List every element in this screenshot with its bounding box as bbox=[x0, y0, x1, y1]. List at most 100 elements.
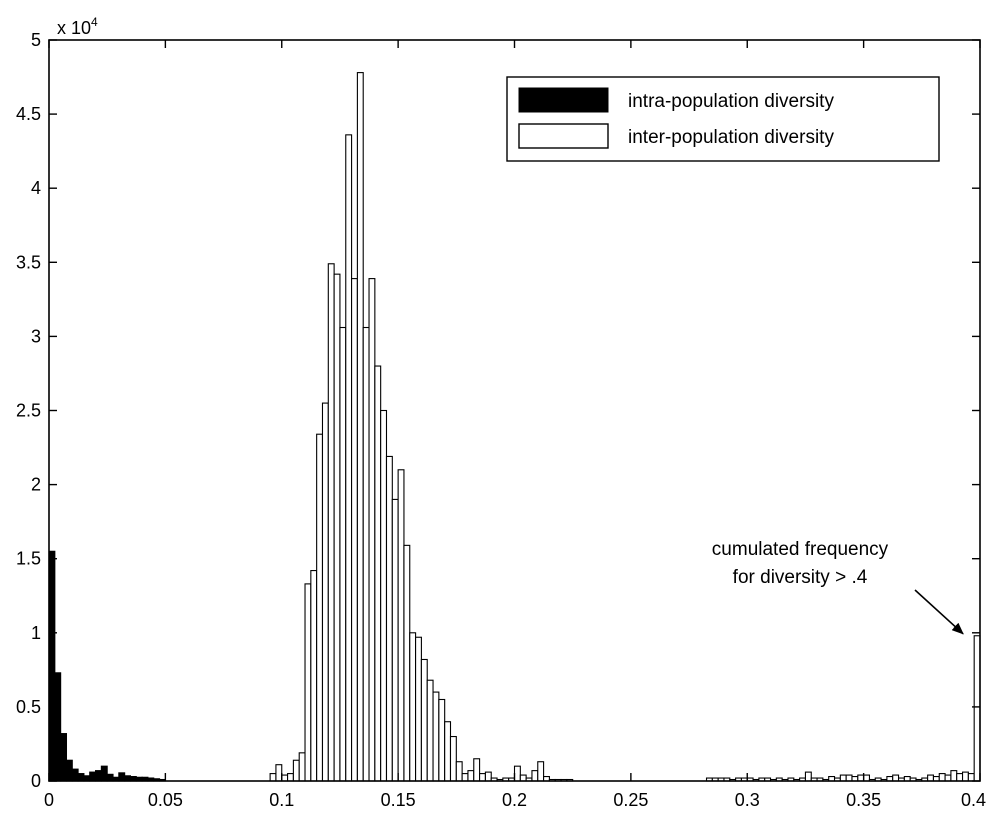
inter-bar-69 bbox=[804, 771, 812, 782]
intra-bar-12 bbox=[118, 772, 126, 782]
legend: intra-population diversity inter-populat… bbox=[506, 76, 940, 162]
x-tick-label: 0.25 bbox=[613, 790, 648, 810]
y-tick-label: 0.5 bbox=[16, 697, 41, 717]
inter-bar-27 bbox=[426, 679, 434, 782]
annotation-arrow bbox=[914, 589, 964, 635]
inter-bar-15 bbox=[356, 72, 364, 782]
inter-bar-45 bbox=[531, 770, 539, 782]
inter-bar-16 bbox=[362, 326, 370, 782]
intra-bar-8 bbox=[95, 770, 102, 782]
inter-bar-36 bbox=[479, 773, 486, 782]
y-multiplier-label: x 104 bbox=[57, 15, 98, 38]
inter-bar-3 bbox=[287, 773, 294, 782]
y-axis: 0 0.5 1 1.5 2 2.5 3 3.5 4 4.5 5 bbox=[16, 30, 980, 791]
inter-bar-31 bbox=[449, 735, 457, 782]
intra-bar-0 bbox=[48, 550, 56, 782]
inter-bar-98 bbox=[973, 635, 981, 782]
legend-swatch-inter bbox=[518, 123, 609, 149]
inter-bar-43 bbox=[519, 774, 527, 782]
intra-bar-3 bbox=[65, 759, 73, 782]
inter-bar-97 bbox=[967, 773, 975, 782]
inter-bar-33 bbox=[461, 773, 469, 782]
x-tick-label: 0.15 bbox=[381, 790, 416, 810]
y-tick-label: 1 bbox=[31, 623, 41, 643]
inter-bar-13 bbox=[345, 134, 353, 782]
inter-bar-1 bbox=[275, 764, 283, 782]
intra-bar-5 bbox=[77, 773, 85, 782]
inter-bar-23 bbox=[403, 544, 411, 782]
inter-bar-34 bbox=[467, 770, 475, 782]
y-tick-label: 4.5 bbox=[16, 104, 41, 124]
x-axis: 0 0.05 0.1 0.15 0.2 0.25 0.3 0.35 0.4 bbox=[44, 40, 986, 810]
inter-bar-9 bbox=[321, 402, 329, 782]
inter-bar-17 bbox=[368, 278, 376, 782]
inter-bar-20 bbox=[385, 455, 393, 782]
x-tick-label: 0.05 bbox=[148, 790, 183, 810]
y-tick-label: 2.5 bbox=[16, 401, 41, 421]
inter-bar-26 bbox=[420, 658, 428, 782]
annotation: cumulated frequency for diversity > .4 bbox=[712, 539, 964, 635]
inter-bar-5 bbox=[298, 752, 306, 782]
inter-bar-21 bbox=[391, 498, 399, 782]
x-tick-label: 0.35 bbox=[846, 790, 881, 810]
y-multiplier-exponent: 4 bbox=[91, 15, 98, 29]
inter-bar-96 bbox=[961, 771, 969, 782]
inter-bar-19 bbox=[380, 409, 388, 782]
annotation-line-2: for diversity > .4 bbox=[733, 567, 868, 588]
inter-bar-42 bbox=[513, 765, 521, 782]
inter-bar-35 bbox=[473, 758, 481, 782]
legend-label-inter: inter-population diversity bbox=[628, 127, 834, 148]
x-tick-label: 0.2 bbox=[502, 790, 527, 810]
y-tick-label: 3 bbox=[31, 326, 41, 346]
inter-bar-79 bbox=[863, 774, 871, 782]
inter-bar-2 bbox=[281, 774, 289, 782]
intra-bar-2 bbox=[60, 733, 68, 782]
inter-bar-46 bbox=[537, 761, 545, 782]
inter-bar-32 bbox=[455, 761, 463, 782]
inter-bar-30 bbox=[444, 721, 452, 782]
y-tick-label: 4 bbox=[31, 178, 41, 198]
inter-bar-11 bbox=[333, 273, 341, 782]
inter-bar-95 bbox=[956, 773, 964, 782]
inter-bar-94 bbox=[950, 770, 958, 782]
inter-bar-22 bbox=[397, 469, 405, 782]
inter-bar-24 bbox=[409, 632, 417, 782]
y-tick-label: 1.5 bbox=[16, 549, 41, 569]
inter-bar-7 bbox=[310, 570, 318, 782]
inter-bar-37 bbox=[484, 771, 492, 782]
intra-bar-7 bbox=[89, 771, 97, 782]
intra-bar-1 bbox=[54, 672, 62, 782]
y-tick-label: 3.5 bbox=[16, 252, 41, 272]
plot-area bbox=[49, 40, 980, 781]
inter-bar-76 bbox=[845, 774, 853, 782]
inter-bar-78 bbox=[857, 774, 865, 782]
intra-bar-4 bbox=[71, 768, 79, 782]
x-tick-label: 0.1 bbox=[269, 790, 294, 810]
inter-bar-8 bbox=[316, 433, 324, 782]
y-tick-label: 5 bbox=[31, 30, 41, 50]
inter-bar-0 bbox=[269, 773, 277, 782]
y-tick-label: 2 bbox=[31, 475, 41, 495]
inter-bar-28 bbox=[432, 691, 440, 782]
x-tick-label: 0.4 bbox=[961, 790, 986, 810]
inter-bar-12 bbox=[339, 326, 347, 782]
inter-bar-84 bbox=[892, 774, 900, 782]
inter-bar-4 bbox=[292, 759, 300, 782]
inter-bar-92 bbox=[938, 773, 946, 782]
inter-bar-10 bbox=[327, 263, 335, 782]
inter-bar-75 bbox=[839, 774, 847, 782]
legend-label-intra: intra-population diversity bbox=[628, 91, 834, 112]
intra-bar-10 bbox=[106, 773, 114, 782]
inter-bar-18 bbox=[374, 365, 382, 782]
inter-bar-25 bbox=[415, 636, 422, 782]
y-tick-label: 0 bbox=[31, 771, 41, 791]
annotation-line-1: cumulated frequency bbox=[712, 539, 889, 560]
inter-bar-90 bbox=[927, 774, 935, 782]
x-tick-label: 0 bbox=[44, 790, 54, 810]
intra-bar-9 bbox=[100, 765, 108, 782]
inter-bar-14 bbox=[351, 278, 358, 782]
inter-bar-29 bbox=[438, 698, 446, 782]
legend-swatch-intra bbox=[518, 87, 609, 113]
inter-bar-6 bbox=[304, 583, 312, 782]
